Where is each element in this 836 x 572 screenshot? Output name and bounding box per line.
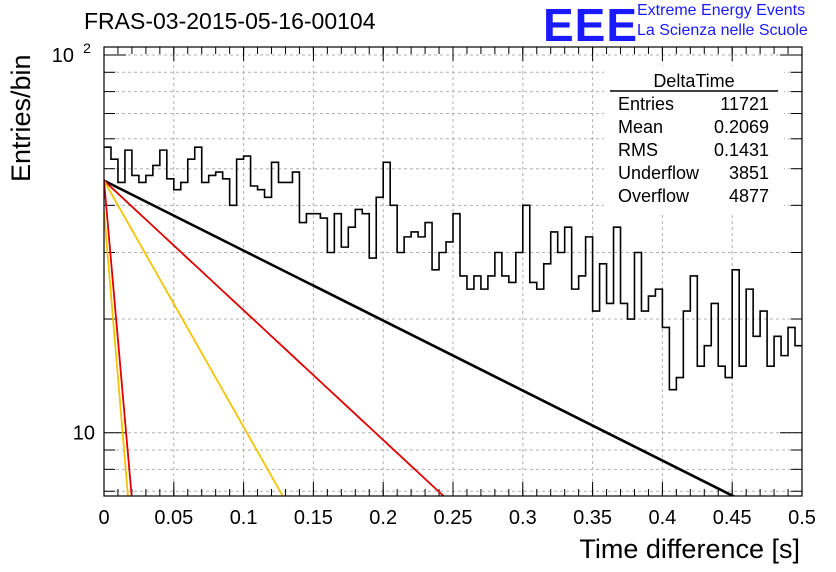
x-tick-label: 0.1 [230, 507, 258, 529]
histogram [104, 146, 802, 391]
stats-label: Mean [618, 117, 663, 137]
org-name-line1: Extreme Energy Events [637, 2, 806, 19]
x-tick-label: 0 [98, 507, 109, 529]
axis-ticks [103, 47, 803, 496]
org-name-line2: La Scienza nelle Scuole [637, 22, 808, 39]
x-tick-label: 0.4 [648, 507, 676, 529]
y-tick-label: 10 [52, 45, 74, 67]
stats-label: RMS [618, 140, 658, 160]
x-tick-label: 0.5 [788, 507, 816, 529]
x-tick-labels: 0 0.05 0.1 0.15 0.2 0.25 0.3 0.35 0.4 0.45 0.5 [98, 507, 815, 529]
stats-value: 0.1431 [714, 140, 769, 160]
plot-frame [103, 46, 803, 497]
fit-curve-4 [104, 211, 129, 496]
fit-curve-5 [104, 180, 133, 496]
chart-title: FRAS-03-2015-05-16-00104 [84, 8, 376, 34]
x-tick-label: 0.15 [294, 507, 333, 529]
stats-label: Overflow [618, 186, 690, 206]
stats-box-title: DeltaTime [653, 71, 734, 91]
histogram-outline [104, 146, 802, 391]
x-axis-title: Time difference [s] [579, 534, 800, 564]
fit-curve-1 [104, 179, 736, 496]
stats-value: 11721 [720, 94, 769, 114]
x-tick-label: 0.35 [573, 507, 612, 529]
stats-value: 0.2069 [714, 117, 769, 137]
y-axis-title: Entries/bin [6, 54, 36, 182]
fit-curve-2 [104, 179, 445, 496]
y-tick-label-exponent: 2 [83, 40, 91, 56]
eee-logo: EEE [543, 0, 639, 51]
stats-label: Entries [618, 94, 674, 114]
y-tick-labels: 10 10 2 [52, 40, 95, 445]
fit-curves [104, 179, 736, 496]
stats-label: Underflow [618, 163, 700, 183]
x-tick-label: 0.05 [154, 507, 193, 529]
x-tick-label: 0.25 [434, 507, 473, 529]
stats-box: DeltaTime Entries 11721 Mean 0.2069 RMS 0.143… [604, 66, 784, 214]
stats-value: 3851 [729, 163, 769, 183]
x-tick-label: 0.3 [509, 507, 537, 529]
y-tick-label: 10 [73, 423, 95, 445]
stats-value: 4877 [729, 186, 769, 206]
x-tick-label: 0.2 [369, 507, 397, 529]
fit-curve-3 [104, 180, 284, 496]
x-tick-label: 0.45 [713, 507, 752, 529]
